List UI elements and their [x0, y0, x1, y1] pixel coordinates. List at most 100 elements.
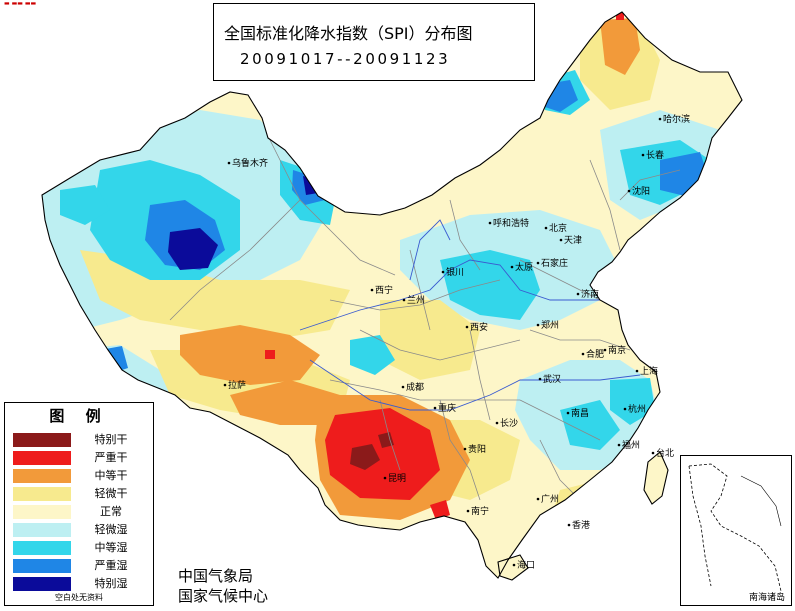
city-label: 银川 — [446, 266, 464, 278]
city-marker — [566, 411, 570, 415]
city-label: 长春 — [646, 149, 664, 161]
legend-item: 严重干 — [11, 451, 151, 467]
city-marker — [576, 292, 580, 296]
legend-item: 正常 — [11, 505, 151, 521]
city-label: 广州 — [541, 493, 559, 505]
city-marker — [635, 369, 639, 373]
legend-label: 特别湿 — [94, 577, 128, 590]
city-marker — [383, 476, 387, 480]
city-marker — [370, 288, 374, 292]
city-label: 重庆 — [438, 402, 456, 414]
city-label: 杭州 — [628, 403, 646, 415]
city-label: 呼和浩特 — [493, 217, 529, 229]
city-label: 济南 — [581, 288, 599, 300]
city-marker — [617, 443, 621, 447]
city-marker — [536, 497, 540, 501]
legend-swatch — [13, 577, 71, 591]
city-label: 郑州 — [541, 319, 559, 331]
city-label: 天津 — [564, 235, 582, 246]
map-title: 全国标准化降水指数（SPI）分布图 — [224, 24, 473, 43]
city-marker — [641, 153, 645, 157]
city-label: 福州 — [622, 439, 640, 451]
city-label: 西宁 — [375, 284, 393, 296]
city-marker — [433, 406, 437, 410]
city-marker — [401, 385, 405, 389]
legend-label: 严重湿 — [94, 559, 128, 572]
city-label: 南昌 — [571, 407, 589, 419]
inset-map — [688, 463, 782, 592]
legend-swatch — [13, 469, 71, 483]
city-marker — [658, 117, 662, 121]
city-marker — [559, 238, 563, 242]
city-marker — [463, 447, 467, 451]
legend-swatch — [13, 433, 71, 447]
legend-swatch — [13, 505, 71, 519]
city-label: 南宁 — [471, 505, 489, 517]
city-marker — [651, 451, 655, 455]
corner-mark: ▬ ▬▬ ▬▬ — [4, 0, 37, 7]
legend-footer: 空白处无资料 — [55, 593, 103, 602]
city-marker — [512, 563, 516, 567]
city-marker — [465, 325, 469, 329]
legend-swatch — [13, 487, 71, 501]
inset-label: 南海诸岛 — [748, 593, 785, 603]
city-marker — [227, 161, 231, 165]
legend-label: 中等湿 — [94, 541, 128, 554]
city-marker — [402, 298, 406, 302]
city-marker — [466, 509, 470, 513]
city-label: 南京 — [608, 344, 626, 356]
city-label: 合肥 — [586, 348, 604, 360]
city-label: 兰州 — [407, 294, 425, 306]
city-marker — [623, 407, 627, 411]
city-marker — [536, 261, 540, 265]
legend-label: 严重干 — [94, 451, 128, 464]
city-marker — [603, 348, 607, 352]
legend-swatch — [13, 523, 71, 537]
city-label: 武汉 — [543, 373, 561, 385]
legend-label: 中等干 — [94, 469, 128, 482]
legend-swatch — [13, 559, 71, 573]
south-china-sea-inset: 南海诸岛 — [680, 455, 792, 606]
city-marker — [441, 270, 445, 274]
legend-label: 特别干 — [94, 433, 128, 446]
legend-item: 特别湿 — [11, 577, 151, 593]
agency-line1: 中国气象局 — [178, 567, 254, 585]
legend-swatch — [13, 541, 71, 555]
city-marker — [510, 265, 514, 269]
city-marker — [495, 421, 499, 425]
legend-label: 轻微湿 — [94, 523, 128, 536]
date-range: 20091017--20091123 — [240, 50, 451, 68]
city-label: 沈阳 — [632, 185, 650, 197]
city-marker — [223, 383, 227, 387]
legend-label: 轻微干 — [94, 487, 128, 500]
city-label: 长沙 — [500, 417, 518, 429]
city-marker — [488, 221, 492, 225]
legend-item: 中等湿 — [11, 541, 151, 557]
legend-item: 严重湿 — [11, 559, 151, 575]
agency-line2: 国家气候中心 — [178, 587, 269, 605]
legend-item: 轻微湿 — [11, 523, 151, 539]
city-label: 哈尔滨 — [663, 113, 690, 125]
city-label: 石家庄 — [541, 257, 568, 269]
title-box: 全国标准化降水指数（SPI）分布图 20091017--20091123 — [213, 3, 535, 81]
city-marker — [538, 377, 542, 381]
city-marker — [536, 323, 540, 327]
city-label: 乌鲁木齐 — [232, 157, 268, 169]
city-label: 拉萨 — [228, 379, 246, 391]
city-label: 上海 — [640, 365, 658, 377]
legend-item: 中等干 — [11, 469, 151, 485]
legend-item: 轻微干 — [11, 487, 151, 503]
city-label: 香港 — [572, 519, 590, 531]
city-label: 贵阳 — [468, 443, 486, 455]
city-label: 成都 — [406, 381, 424, 393]
legend: 图 例 特别干 严重干 中等干 轻微干 正常 轻微湿 中等湿 严重湿 特别湿 空… — [4, 402, 154, 606]
city-marker — [581, 352, 585, 356]
city-label: 太原 — [515, 261, 533, 273]
legend-label: 正常 — [100, 505, 122, 518]
legend-title: 图 例 — [49, 407, 109, 425]
legend-item: 特别干 — [11, 433, 151, 449]
city-marker — [627, 189, 631, 193]
city-label: 台北 — [656, 447, 674, 459]
